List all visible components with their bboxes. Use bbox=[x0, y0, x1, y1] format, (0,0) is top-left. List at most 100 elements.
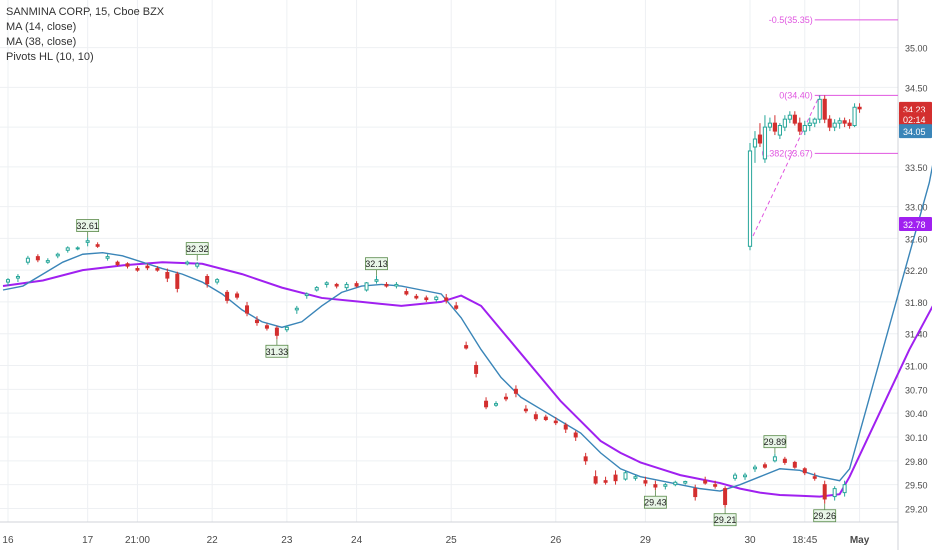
candle-body bbox=[125, 263, 130, 267]
candle-body bbox=[767, 122, 773, 128]
x-tick-label: 17 bbox=[82, 535, 94, 546]
candle-body bbox=[777, 125, 782, 136]
fib-level-label: -0.5(35.35) bbox=[769, 15, 813, 25]
y-tick-label: 30.10 bbox=[905, 433, 928, 443]
y-tick-label: 33.50 bbox=[905, 163, 928, 173]
candle-body bbox=[807, 122, 812, 127]
candle-body bbox=[185, 261, 190, 265]
y-tick-label: 31.80 bbox=[905, 298, 928, 308]
candle-body bbox=[374, 279, 379, 282]
candle-body bbox=[195, 263, 200, 267]
price-tag bbox=[899, 124, 932, 139]
candle-body bbox=[364, 282, 369, 291]
candle-body bbox=[65, 247, 70, 251]
candle-body bbox=[394, 283, 399, 287]
candle-body bbox=[673, 481, 678, 486]
candle-body bbox=[772, 456, 777, 462]
candle-body bbox=[852, 106, 857, 127]
candle-body bbox=[404, 291, 409, 295]
candle-body bbox=[832, 488, 837, 498]
candle-body bbox=[205, 275, 210, 285]
candle-body bbox=[95, 244, 100, 247]
candle-body bbox=[543, 416, 548, 421]
candle-body bbox=[155, 268, 160, 271]
candle-body bbox=[797, 122, 802, 132]
candle-body bbox=[703, 480, 708, 484]
candle-body bbox=[235, 293, 240, 298]
y-tick-label: 32.20 bbox=[905, 266, 928, 276]
x-tick-label: May bbox=[850, 535, 870, 546]
legend-ma14[interactable]: MA (14, close) bbox=[6, 21, 77, 33]
candle-body bbox=[414, 295, 419, 299]
x-tick-label: 26 bbox=[550, 535, 562, 546]
candle-body bbox=[847, 122, 852, 127]
candle-body bbox=[523, 408, 528, 412]
legend-pivots[interactable]: Pivots HL (10, 10) bbox=[6, 51, 94, 63]
x-tick-label: 29 bbox=[640, 535, 652, 546]
candle-body bbox=[354, 283, 359, 287]
chart-legend: SANMINA CORP, 15, Cboe BZX MA (14, close… bbox=[6, 5, 164, 65]
x-tick-label: 16 bbox=[2, 535, 14, 546]
candle-body bbox=[573, 432, 578, 438]
pivot-label-text: 29.21 bbox=[714, 515, 737, 525]
candle-body bbox=[782, 458, 787, 463]
candle-body bbox=[254, 319, 259, 324]
candle-body bbox=[264, 325, 269, 329]
candle-body bbox=[444, 297, 449, 301]
pivot-label-text: 31.33 bbox=[266, 347, 289, 357]
candle-body bbox=[434, 296, 439, 301]
candle-body bbox=[827, 118, 832, 128]
ma14-line bbox=[2, 164, 932, 492]
candle-body bbox=[165, 272, 170, 279]
y-tick-label: 35.00 bbox=[905, 44, 928, 54]
price-tag bbox=[899, 217, 932, 232]
candle-body bbox=[484, 400, 489, 408]
candle-body bbox=[454, 305, 459, 309]
candle-body bbox=[105, 256, 110, 259]
y-tick-label: 31.00 bbox=[905, 361, 928, 371]
y-tick-label: 32.60 bbox=[905, 234, 928, 244]
candle-body bbox=[135, 268, 140, 271]
y-tick-label: 29.20 bbox=[905, 504, 928, 514]
x-tick-label: 30 bbox=[744, 535, 756, 546]
candle-body bbox=[225, 291, 230, 301]
symbol-title[interactable]: SANMINA CORP, 15, Cboe BZX bbox=[6, 6, 165, 18]
legend-ma38[interactable]: MA (38, close) bbox=[6, 36, 77, 48]
candle-body bbox=[274, 327, 279, 336]
price-tag-label: 32.78 bbox=[903, 220, 926, 230]
candle-body bbox=[792, 461, 797, 468]
candle-body bbox=[553, 420, 558, 424]
y-tick-label: 30.70 bbox=[905, 385, 928, 395]
candle-body bbox=[837, 120, 842, 124]
candle-body bbox=[787, 114, 792, 120]
candle-body bbox=[752, 138, 758, 148]
candle-body bbox=[802, 125, 807, 132]
candle-body bbox=[752, 466, 757, 470]
candle-body bbox=[25, 257, 30, 263]
x-tick-label: 21:00 bbox=[125, 535, 150, 546]
candle-body bbox=[5, 279, 10, 283]
candle-body bbox=[464, 345, 469, 349]
candle-body bbox=[334, 283, 339, 287]
candle-body bbox=[145, 265, 150, 269]
candle-body bbox=[533, 414, 538, 420]
candle-body bbox=[772, 122, 777, 132]
candle-body bbox=[802, 468, 807, 474]
candle-body bbox=[45, 260, 50, 263]
pivot-label-text: 29.26 bbox=[813, 511, 836, 521]
candle-body bbox=[85, 240, 90, 243]
x-tick-label: 23 bbox=[281, 535, 293, 546]
candle-body bbox=[792, 114, 797, 124]
candle-body bbox=[713, 484, 718, 487]
y-tick-label: 30.40 bbox=[905, 409, 928, 419]
candle-body bbox=[75, 247, 80, 250]
candle-body bbox=[314, 287, 319, 291]
candle-body bbox=[503, 396, 508, 400]
candle-body bbox=[35, 256, 40, 261]
candle-body bbox=[832, 122, 837, 128]
candle-body bbox=[842, 120, 847, 124]
ma38-line bbox=[2, 261, 932, 498]
candle-body bbox=[782, 118, 787, 128]
candle-body bbox=[384, 283, 389, 287]
